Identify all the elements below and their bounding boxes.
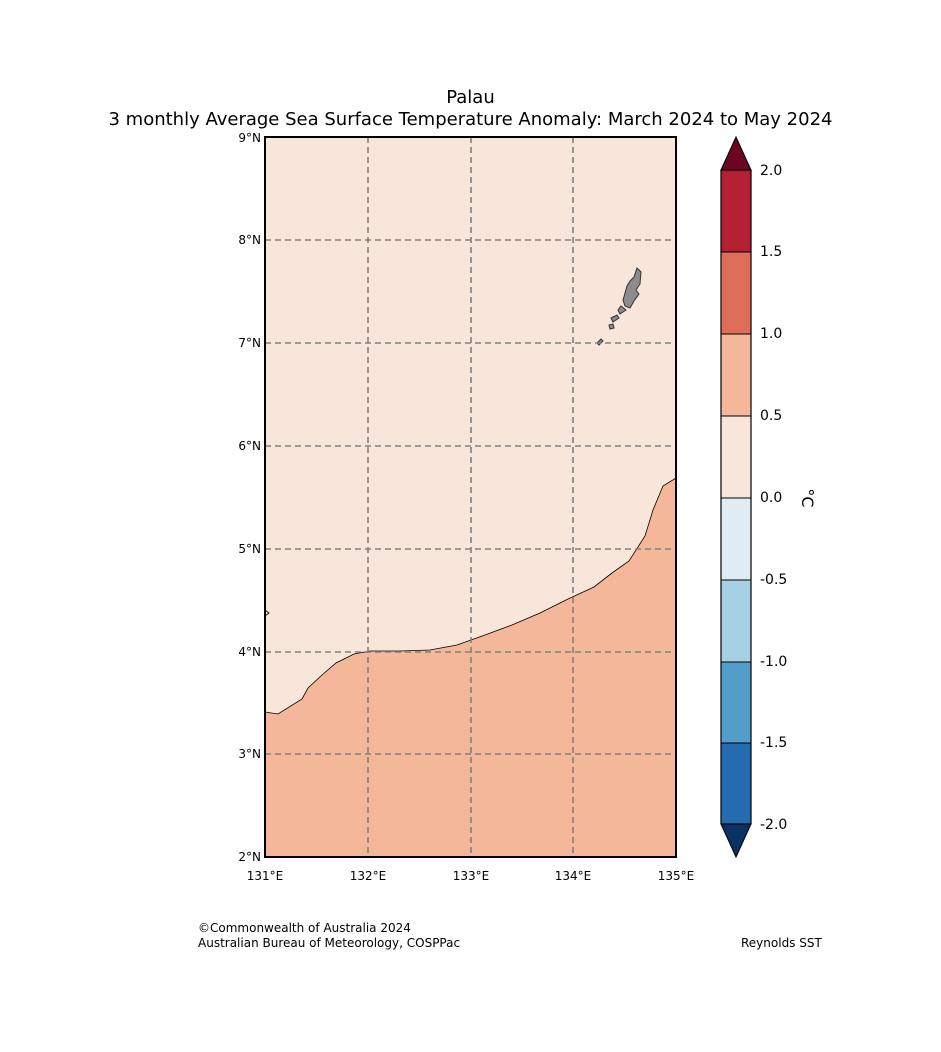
colorbar-label: -0.5 [760, 572, 787, 588]
lat-label: 2°N [238, 850, 261, 864]
colorbar-segment [721, 498, 751, 580]
map-panel [264, 136, 677, 858]
lat-label: 5°N [238, 542, 261, 556]
map-title: Palau [446, 87, 495, 108]
colorbar-segment [721, 580, 751, 662]
lat-label: 8°N [238, 233, 261, 247]
colorbar-label: -1.5 [760, 735, 787, 751]
colorbar-label: 0.0 [760, 490, 782, 506]
babeldaob-island [622, 267, 642, 309]
lon-label: 134°E [555, 869, 592, 883]
lat-label: 3°N [238, 747, 261, 761]
lat-label: 4°N [238, 645, 261, 659]
colorbar-segment [721, 170, 751, 252]
latitude-labels: 9°N 8°N 7°N 6°N 5°N 4°N 3°N 2°N [238, 131, 261, 864]
longitude-labels: 131°E 132°E 133°E 134°E 135°E [247, 869, 695, 883]
colorbar-segment [721, 662, 751, 743]
agency-text: Australian Bureau of Meteorology, COSPPa… [198, 936, 461, 950]
lon-label: 131°E [247, 869, 284, 883]
colorbar-label: -1.0 [760, 654, 787, 670]
map-subtitle: 3 monthly Average Sea Surface Temperatur… [108, 109, 833, 130]
colorbar-label: -2.0 [760, 817, 787, 833]
colorbar: 2.0 1.5 1.0 0.5 0.0 -0.5 -1.0 -1.5 -2.0 … [720, 135, 817, 859]
lon-label: 135°E [658, 869, 695, 883]
copyright-text: ©Commonwealth of Australia 2024 [198, 921, 411, 935]
colorbar-unit: °C [798, 488, 817, 507]
footer-credits: ©Commonwealth of Australia 2024 Australi… [198, 921, 460, 951]
colorbar-label: 2.0 [760, 163, 782, 179]
colorbar-frame [720, 169, 752, 825]
lon-label: 133°E [453, 869, 490, 883]
colorbar-segment [721, 743, 751, 824]
rock-islands [610, 314, 620, 323]
colorbar-segment [721, 416, 751, 498]
colorbar-label: 1.5 [760, 244, 782, 260]
contour-fragment [264, 609, 270, 617]
colorbar-under-arrow [720, 823, 752, 859]
colorbar-label: 0.5 [760, 408, 782, 424]
peleliu-island [608, 323, 615, 330]
data-source: Reynolds SST [741, 936, 822, 950]
gridlines [265, 137, 676, 857]
lon-label: 132°E [350, 869, 387, 883]
colorbar-segment [721, 334, 751, 416]
map-frame [264, 136, 677, 858]
colorbar-segment [721, 252, 751, 334]
lat-label: 6°N [238, 439, 261, 453]
palau-land [596, 267, 642, 346]
colorbar-over-arrow [720, 135, 752, 171]
lat-label: 7°N [238, 336, 261, 350]
koror-island [617, 305, 627, 315]
colorbar-label: 1.0 [760, 326, 782, 342]
lat-label: 9°N [238, 131, 261, 145]
